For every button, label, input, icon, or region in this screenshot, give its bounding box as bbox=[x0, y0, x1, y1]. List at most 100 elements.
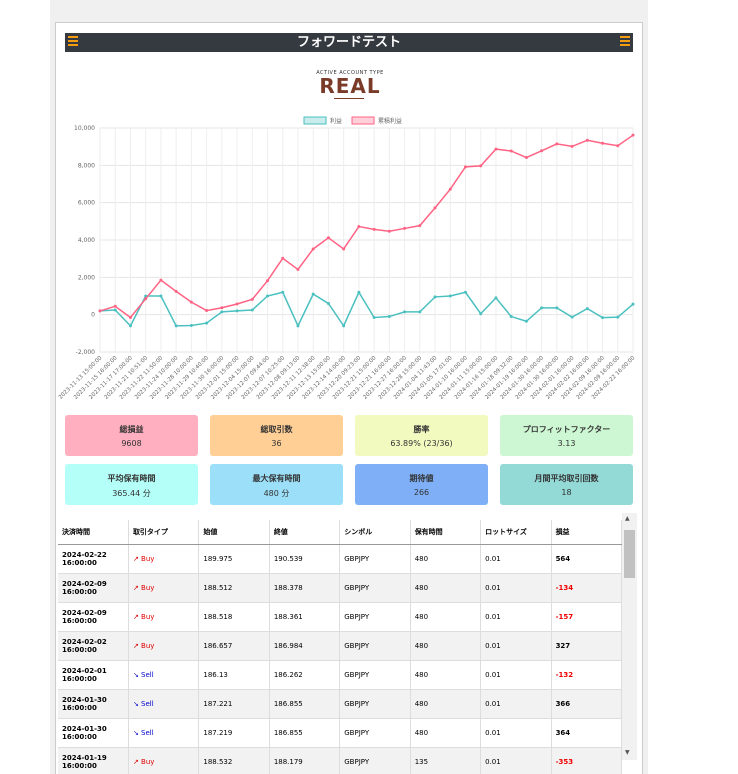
table-cell: 366 bbox=[551, 689, 622, 719]
stat-card: 月間平均取引回数 18 bbox=[500, 464, 633, 505]
header-title: フォワードテスト bbox=[296, 35, 401, 50]
data-point bbox=[448, 294, 452, 298]
y-tick-label: 4,000 bbox=[78, 237, 95, 244]
scrollbar-thumb[interactable] bbox=[624, 530, 635, 578]
data-point bbox=[220, 306, 224, 310]
data-point bbox=[570, 144, 574, 148]
data-point bbox=[555, 306, 559, 310]
y-tick-label: 8,000 bbox=[78, 162, 95, 169]
y-tick-label: 2,000 bbox=[78, 274, 95, 281]
data-point bbox=[616, 144, 620, 148]
icon bbox=[68, 36, 78, 48]
stat-value: 36 bbox=[271, 439, 282, 448]
data-point bbox=[616, 315, 620, 319]
table-row: 2024-01-30 16:00:00 ↘ Sell 187.221 186.855 G… bbox=[58, 689, 622, 719]
table-cell: 188.532 bbox=[198, 747, 270, 774]
data-point bbox=[220, 310, 224, 314]
column-header: 始値 bbox=[198, 520, 270, 545]
data-point bbox=[540, 149, 544, 153]
table-cell: GBPJPY bbox=[339, 602, 411, 632]
table-row: 2024-01-19 16:00:00 ↗ Buy 188.532 188.179 GB… bbox=[58, 747, 622, 774]
table-cell: -134 bbox=[551, 573, 622, 603]
data-point bbox=[631, 302, 635, 306]
data-point bbox=[357, 225, 361, 229]
data-point bbox=[128, 315, 132, 319]
data-point bbox=[144, 297, 148, 301]
table-cell: 2024-02-02 16:00:00 bbox=[58, 631, 129, 661]
scroll-down[interactable]: ▼ bbox=[625, 749, 630, 756]
data-point bbox=[448, 187, 452, 191]
legend-label: 利益 bbox=[330, 117, 342, 125]
data-point bbox=[509, 149, 513, 153]
table-cell: 2024-01-30 16:00:00 bbox=[58, 718, 129, 748]
table-row: 2024-02-01 16:00:00 ↘ Sell 186.13 186.262 GB… bbox=[58, 660, 622, 690]
table-cell: GBPJPY bbox=[339, 718, 411, 748]
data-point bbox=[387, 315, 391, 319]
stat-value: 9608 bbox=[121, 439, 142, 448]
table-cell: 188.361 bbox=[269, 602, 341, 632]
data-point bbox=[342, 324, 346, 328]
data-point bbox=[524, 156, 528, 160]
table-cell: 327 bbox=[551, 631, 622, 661]
stat-card: 勝率 63.89% (23/36) bbox=[355, 415, 488, 456]
data-point bbox=[479, 312, 483, 316]
table-cell: GBPJPY bbox=[339, 660, 411, 690]
data-point bbox=[494, 296, 498, 300]
table-cell: ↘ Sell bbox=[128, 718, 200, 748]
data-point bbox=[372, 227, 376, 231]
stat-value: 3.13 bbox=[557, 439, 576, 448]
table-cell: GBPJPY bbox=[339, 544, 411, 574]
data-point bbox=[509, 315, 513, 319]
table-cell: 186.855 bbox=[269, 718, 341, 748]
column-header: 保有時間 bbox=[410, 520, 482, 545]
series-line bbox=[99, 290, 634, 328]
stat-label: 総損益 bbox=[119, 425, 144, 434]
table-cell: 480 bbox=[410, 602, 482, 632]
data-point bbox=[570, 315, 574, 319]
table-cell: 190.539 bbox=[269, 544, 341, 574]
table-cell: 480 bbox=[410, 544, 482, 574]
data-point bbox=[159, 294, 163, 298]
data-point bbox=[296, 267, 300, 271]
table-cell: -353 bbox=[551, 747, 622, 774]
y-tick-label: -2,000 bbox=[76, 349, 96, 356]
stat-card: 総損益 9608 bbox=[65, 415, 198, 456]
table-cell: 0.01 bbox=[480, 718, 552, 748]
table-cell: 2024-01-30 16:00:00 bbox=[58, 689, 129, 719]
table-cell: ↗ Buy bbox=[128, 631, 200, 661]
logo: REAL bbox=[319, 74, 381, 98]
table-cell: GBPJPY bbox=[339, 747, 411, 774]
data-point bbox=[403, 226, 407, 230]
stat-value: 365.44 分 bbox=[112, 489, 151, 498]
table-cell: 0.01 bbox=[480, 747, 552, 774]
data-point bbox=[113, 308, 117, 312]
stat-label: 総取引数 bbox=[260, 425, 293, 434]
chart: -2,00002,0004,0006,0008,00010,0002023-11… bbox=[58, 116, 637, 401]
table-cell: 187.221 bbox=[198, 689, 270, 719]
data-point bbox=[159, 278, 163, 282]
data-point bbox=[403, 310, 407, 314]
table-cell: 0.01 bbox=[480, 660, 552, 690]
data-point bbox=[433, 206, 437, 210]
data-point bbox=[281, 290, 285, 294]
table-cell: 135 bbox=[410, 747, 482, 774]
column-header: 決済時間 bbox=[58, 520, 129, 545]
table-cell: 480 bbox=[410, 689, 482, 719]
scroll-up[interactable]: ▲ bbox=[625, 515, 630, 522]
data-point bbox=[266, 294, 270, 298]
table-cell: 2024-02-22 16:00:00 bbox=[58, 544, 129, 574]
table-cell: GBPJPY bbox=[339, 573, 411, 603]
data-point bbox=[113, 304, 117, 308]
legend-swatch bbox=[351, 116, 375, 125]
table-row: 2024-02-09 16:00:00 ↗ Buy 188.518 188.361 GB… bbox=[58, 602, 622, 632]
stat-label: プロフィットファクター bbox=[522, 425, 611, 434]
column-header: シンボル bbox=[339, 520, 411, 545]
data-point bbox=[387, 229, 391, 233]
data-point bbox=[311, 247, 315, 251]
table-row: 2024-02-09 16:00:00 ↗ Buy 188.512 188.378 GB… bbox=[58, 573, 622, 603]
table-cell: 2024-01-19 16:00:00 bbox=[58, 747, 129, 774]
data-point bbox=[98, 309, 102, 313]
icon bbox=[620, 36, 630, 48]
data-point bbox=[540, 306, 544, 310]
y-tick-label: 10,000 bbox=[74, 125, 95, 132]
